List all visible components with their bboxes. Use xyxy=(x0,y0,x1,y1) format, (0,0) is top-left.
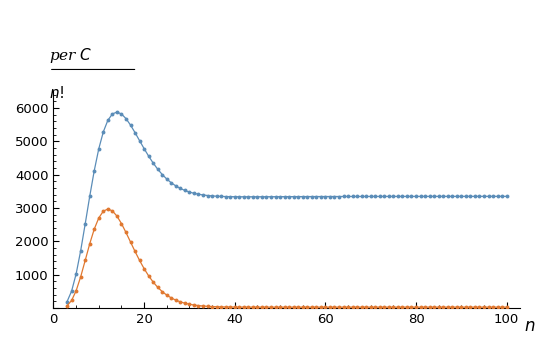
Text: n: n xyxy=(525,317,535,335)
Text: per $C$: per $C$ xyxy=(49,46,92,65)
Text: $n!$: $n!$ xyxy=(49,84,64,101)
